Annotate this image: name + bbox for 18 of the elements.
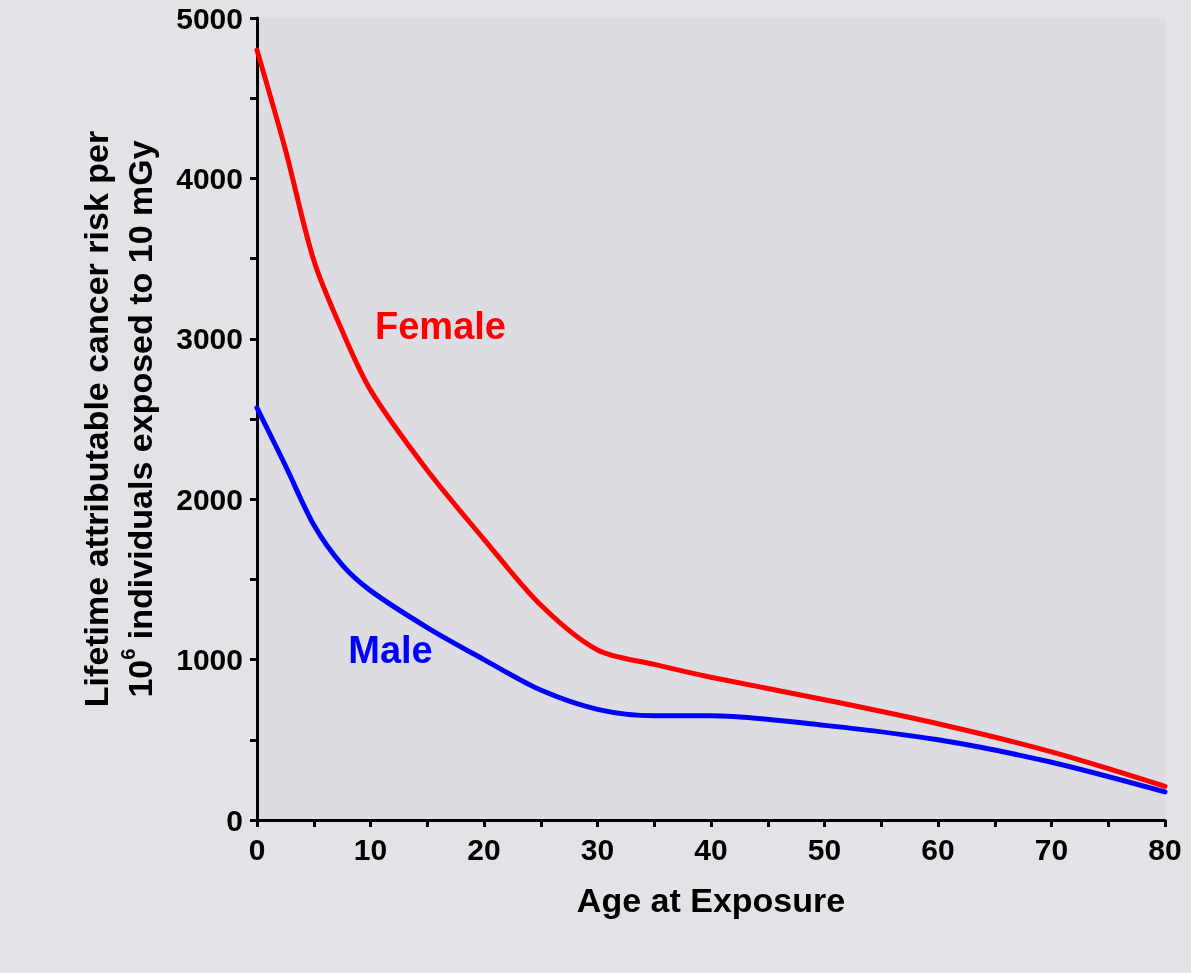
- x-axis-title: Age at Exposure: [576, 881, 846, 919]
- y-tick-label: 2000: [176, 482, 243, 516]
- x-tick-label: 80: [1148, 832, 1182, 866]
- y-tick-label: 4000: [176, 161, 243, 195]
- x-tick-label: 50: [807, 832, 842, 866]
- y-tick-label: 0: [226, 803, 243, 837]
- y-tick-label: 3000: [176, 322, 243, 356]
- x-tick-label: 40: [694, 832, 728, 866]
- series-label: Male: [348, 628, 433, 671]
- x-tick-label: 10: [353, 832, 388, 866]
- y-tick-label: 5000: [176, 1, 243, 35]
- series-label: Female: [375, 305, 506, 348]
- x-tick-label: 0: [248, 832, 266, 866]
- x-tick-label: 30: [580, 832, 615, 866]
- x-tick-label: 20: [467, 832, 501, 866]
- x-tick-label: 60: [921, 832, 955, 866]
- y-tick-label: 1000: [176, 643, 243, 677]
- x-tick-label: 70: [1034, 832, 1069, 866]
